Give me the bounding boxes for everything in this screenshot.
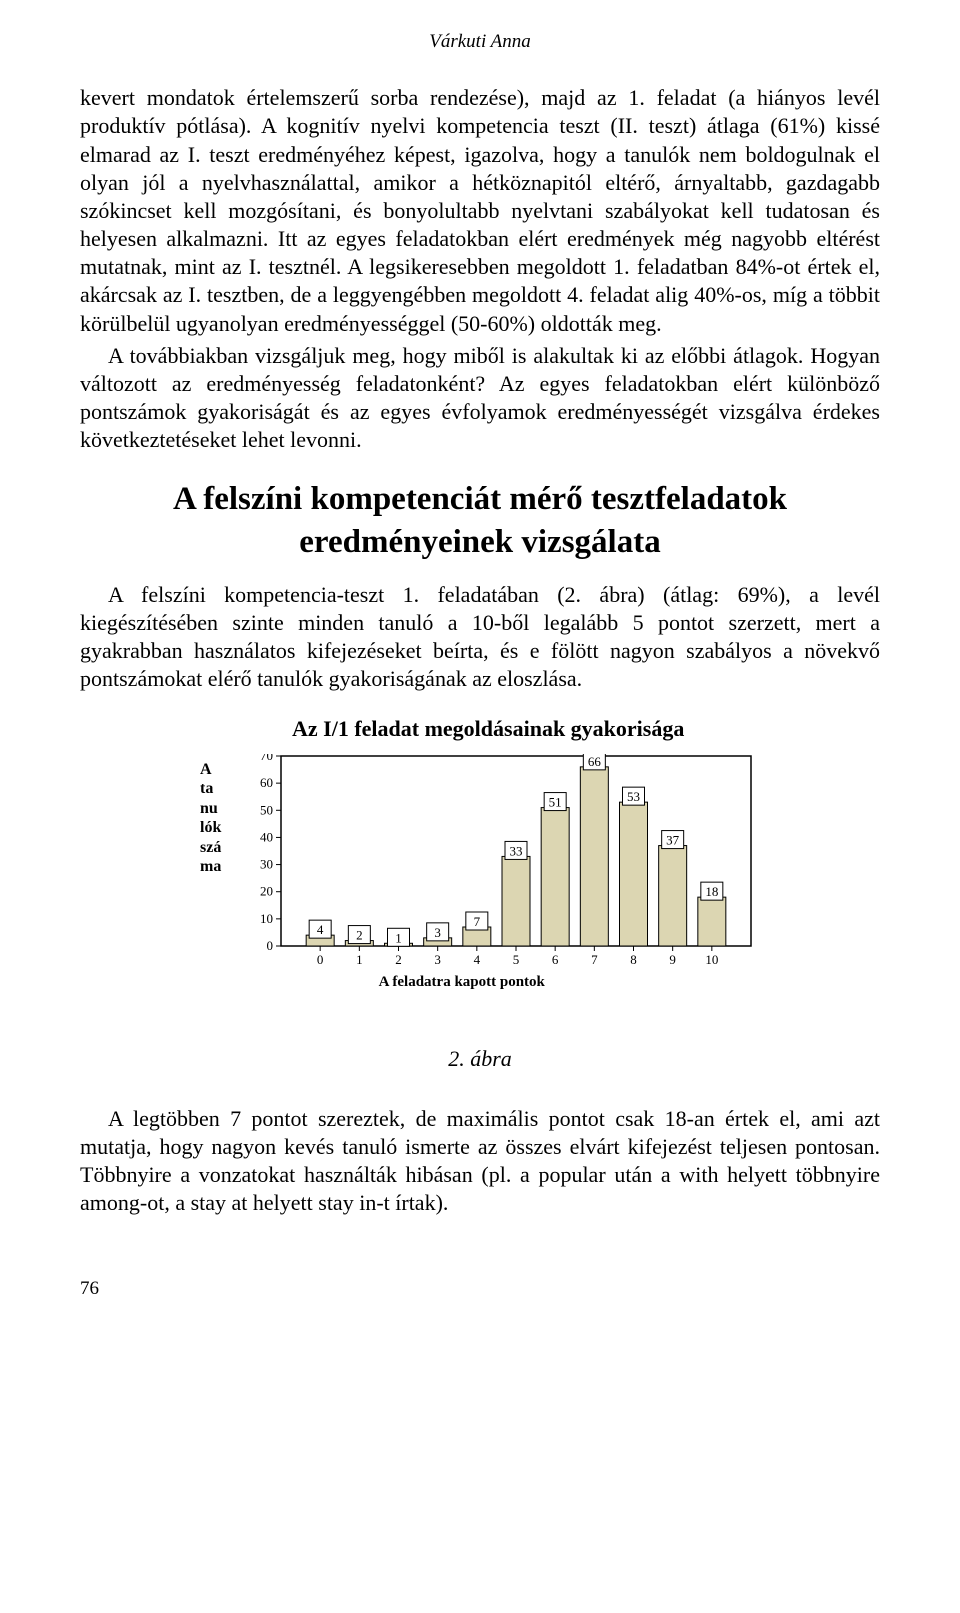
svg-text:2: 2 <box>395 952 402 967</box>
svg-text:7: 7 <box>474 914 481 929</box>
svg-text:0: 0 <box>317 952 324 967</box>
svg-text:4: 4 <box>317 922 324 937</box>
chart-title: Az I/1 feladat megoldásainak gyakorisága <box>292 715 880 743</box>
author-name: Várkuti Anna <box>80 30 880 54</box>
paragraph-2: A továbbiakban vizsgáljuk meg, hogy mibő… <box>80 342 880 455</box>
paragraph-3: A felszíni kompetencia-teszt 1. feladatá… <box>80 581 880 694</box>
paragraph-4: A legtöbben 7 pontot szereztek, de maxim… <box>80 1105 880 1218</box>
svg-text:8: 8 <box>630 952 637 967</box>
figure-2: Az I/1 feladat megoldásainak gyakorisága… <box>200 715 880 1030</box>
svg-text:10: 10 <box>705 952 718 967</box>
section-heading: A felszíni kompetenciát mérő tesztfelada… <box>80 478 880 562</box>
svg-text:30: 30 <box>260 856 273 871</box>
svg-text:60: 60 <box>260 775 273 790</box>
svg-text:1: 1 <box>356 952 363 967</box>
svg-text:A feladatra kapott pontok: A feladatra kapott pontok <box>379 974 546 990</box>
svg-text:7: 7 <box>591 952 598 967</box>
svg-text:5: 5 <box>513 952 520 967</box>
svg-text:51: 51 <box>549 794 562 809</box>
svg-text:50: 50 <box>260 802 273 817</box>
svg-text:9: 9 <box>669 952 676 967</box>
svg-text:0: 0 <box>267 938 274 953</box>
svg-text:1: 1 <box>395 930 402 945</box>
svg-text:18: 18 <box>705 884 718 899</box>
svg-text:3: 3 <box>434 924 441 939</box>
svg-text:53: 53 <box>627 789 640 804</box>
svg-text:70: 70 <box>260 754 273 763</box>
bar-chart: 0102030405060704213733516653371801234567… <box>236 754 766 1031</box>
page-number: 76 <box>80 1277 880 1301</box>
figure-caption: 2. ábra <box>80 1045 880 1073</box>
svg-text:40: 40 <box>260 829 273 844</box>
svg-text:20: 20 <box>260 883 273 898</box>
svg-text:37: 37 <box>666 832 680 847</box>
svg-text:3: 3 <box>434 952 441 967</box>
svg-text:6: 6 <box>552 952 559 967</box>
svg-text:66: 66 <box>588 754 602 769</box>
svg-text:10: 10 <box>260 910 273 925</box>
paragraph-1: kevert mondatok értelemszerű sorba rende… <box>80 84 880 337</box>
svg-text:4: 4 <box>474 952 481 967</box>
svg-text:33: 33 <box>510 843 523 858</box>
y-axis-label: Atanulókszáma <box>200 760 230 877</box>
svg-text:2: 2 <box>356 927 363 942</box>
